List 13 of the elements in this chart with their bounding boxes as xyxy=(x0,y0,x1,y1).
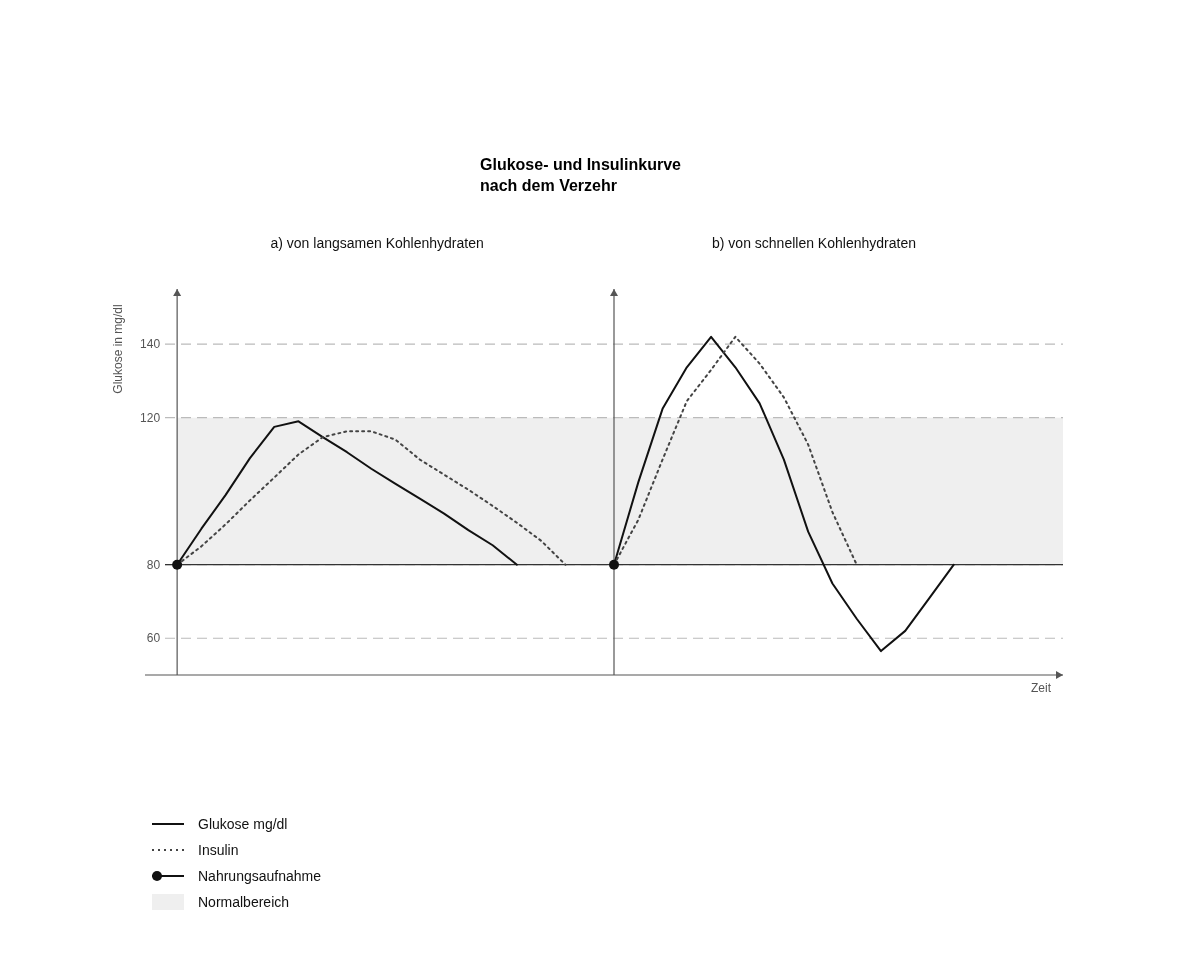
legend-label: Insulin xyxy=(198,841,239,858)
y-tick-label: 120 xyxy=(140,410,161,425)
text: a) von langsamen Kohlenhydraten xyxy=(270,235,484,251)
y-tick-label: 80 xyxy=(146,557,161,572)
y-tick-label: 60 xyxy=(146,631,161,646)
text: b) von schnellen Kohlenhydraten xyxy=(712,235,916,251)
y-tick-label: 140 xyxy=(140,337,161,352)
legend-label: Nahrungsaufnahme xyxy=(198,867,322,884)
legend-label: Normalbereich xyxy=(198,893,290,910)
legend-label: Glukose mg/dl xyxy=(198,815,288,832)
x-axis-title: Zeit xyxy=(1030,681,1052,695)
chart-title: Glukose- und Insulinkurve nach dem Verzehr xyxy=(480,156,682,194)
y-axis-title: Glukose in mg/dl xyxy=(111,304,126,394)
